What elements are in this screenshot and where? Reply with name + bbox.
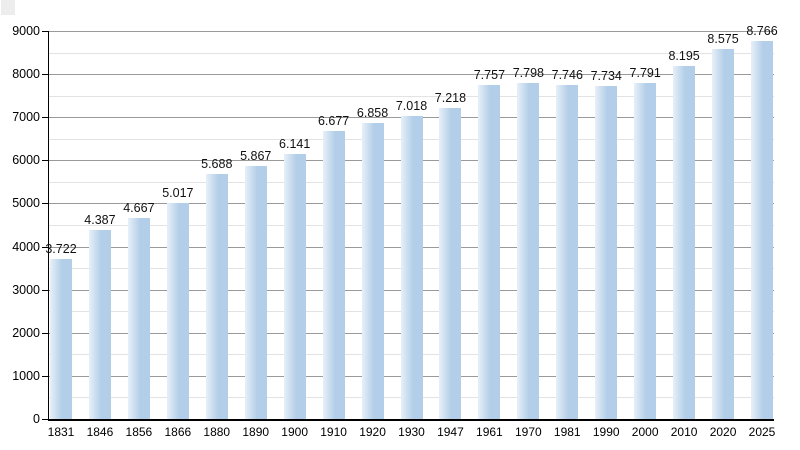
- plot-area: [48, 31, 774, 421]
- y-axis-tick-label: 6000: [12, 153, 40, 168]
- y-axis-tick: [42, 160, 48, 162]
- x-axis-tick-label: 1961: [476, 425, 503, 439]
- y-axis-tick: [42, 289, 48, 291]
- bar-value-label: 5.688: [201, 156, 233, 171]
- x-axis-tick-label: 1990: [592, 425, 620, 439]
- y-axis-tick-label: 9000: [12, 24, 40, 38]
- y-axis-tick-label: 4000: [12, 239, 40, 254]
- gridline-minor: [49, 95, 774, 97]
- bar-1961: [478, 84, 501, 419]
- x-axis-tick-label: 1831: [47, 425, 75, 439]
- y-axis-tick: [42, 117, 48, 119]
- x-axis-tick-label: 1890: [242, 425, 270, 439]
- bar-value-label: 7.746: [551, 68, 583, 83]
- y-axis-tick: [42, 419, 48, 420]
- x-axis-tick-label: 1920: [359, 425, 386, 439]
- y-axis-tick: [42, 31, 48, 32]
- bar-value-label: 6.677: [317, 114, 350, 129]
- bar-1920: [361, 123, 384, 419]
- y-axis-tick: [42, 203, 48, 205]
- bar-value-label: 8.766: [746, 24, 778, 39]
- bar-1880: [205, 173, 228, 419]
- x-axis-tick-label: 1981: [553, 425, 581, 439]
- x-axis-tick-label: 1856: [125, 425, 153, 439]
- y-axis-tick-label: 0: [33, 412, 40, 426]
- x-axis-tick-label: 1880: [203, 425, 231, 439]
- bar-value-label: 4.387: [84, 212, 116, 227]
- bar-1981: [556, 85, 579, 419]
- x-axis-tick-label: 2020: [709, 425, 737, 439]
- y-axis-tick: [42, 74, 48, 76]
- bar-1846: [88, 229, 111, 419]
- x-axis-tick-label: 1970: [514, 425, 542, 439]
- x-axis-tick-label: 1846: [86, 425, 114, 439]
- bar-1856: [127, 217, 150, 419]
- y-axis-tick-label: 1000: [12, 368, 40, 383]
- x-axis-tick-label: 2000: [631, 425, 659, 439]
- y-axis-tick-label: 5000: [12, 196, 40, 211]
- bar-1890: [244, 166, 267, 419]
- corner-artifact: [1, 0, 15, 15]
- bar-value-label: 8.575: [707, 32, 739, 47]
- gridline-minor: [49, 52, 774, 54]
- gridline-major: [49, 74, 774, 76]
- x-axis-tick-label: 1900: [281, 425, 309, 439]
- bar-value-label: 7.018: [395, 99, 428, 114]
- y-axis-tick-label: 3000: [12, 282, 40, 297]
- bar-value-label: 6.141: [279, 137, 311, 152]
- bar-2010: [673, 65, 696, 419]
- bar-1970: [517, 82, 540, 419]
- bar-value-label: 5.867: [240, 149, 272, 164]
- y-axis-tick: [42, 246, 48, 248]
- bar-2025: [751, 41, 773, 419]
- bar-value-label: 7.734: [590, 68, 622, 83]
- x-axis-tick-label: 2025: [748, 425, 776, 439]
- bar-1831: [50, 258, 72, 419]
- bar-1910: [322, 131, 345, 419]
- bar-2000: [634, 83, 657, 419]
- bar-value-label: 7.791: [629, 66, 661, 81]
- bar-1947: [439, 107, 462, 419]
- bar-2020: [712, 49, 735, 419]
- bar-1930: [400, 116, 423, 419]
- y-axis-tick-label: 7000: [12, 110, 40, 125]
- x-axis-tick-label: 1910: [320, 425, 347, 439]
- gridline-major: [49, 31, 774, 32]
- bar-1900: [283, 154, 306, 419]
- x-axis-tick-label: 1947: [437, 425, 464, 439]
- bar-value-label: 6.858: [356, 106, 389, 121]
- y-axis-tick-label: 2000: [12, 325, 40, 340]
- bar-1990: [595, 85, 618, 419]
- x-axis-tick-label: 1866: [164, 425, 192, 439]
- bar-1866: [166, 202, 189, 419]
- bar-value-label: 4.667: [123, 200, 155, 215]
- y-axis-tick-label: 8000: [12, 67, 40, 82]
- bar-value-label: 3.722: [45, 241, 77, 256]
- bar-value-label: 7.757: [473, 67, 506, 82]
- y-axis-tick: [42, 332, 48, 334]
- x-axis-tick-label: 2010: [670, 425, 698, 439]
- y-axis-tick: [42, 375, 48, 377]
- x-axis-tick-label: 1930: [398, 425, 425, 439]
- bar-value-label: 7.218: [434, 90, 467, 105]
- bar-value-label: 7.798: [512, 65, 544, 80]
- bar-value-label: 8.195: [668, 48, 700, 63]
- bar-value-label: 5.017: [162, 185, 194, 200]
